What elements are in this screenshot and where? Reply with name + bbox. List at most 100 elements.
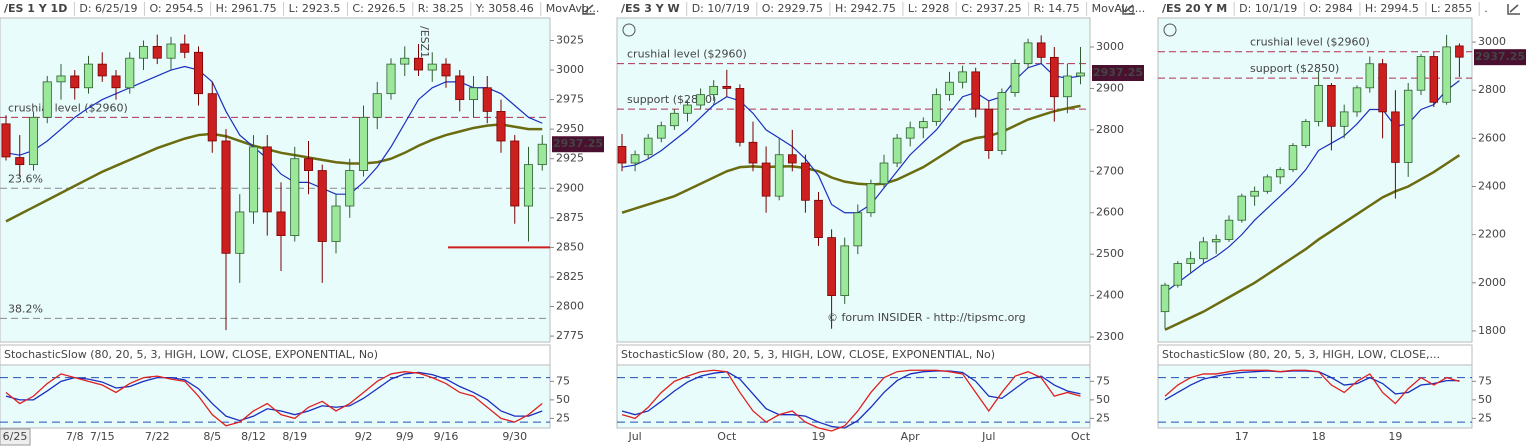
y-tick-label: 2000 [1478, 276, 1506, 289]
level-label: support ($2850) [1250, 62, 1339, 75]
x-tick-label: 8/12 [241, 430, 266, 443]
y-tick-label: 75 [1478, 374, 1492, 387]
candle-body [70, 75, 80, 89]
candle-body [1416, 56, 1426, 91]
candle-body [866, 183, 876, 214]
candle-body [670, 112, 679, 127]
x-tick-label: 7/8 [66, 430, 84, 443]
level-label: crushial level ($2960) [1250, 36, 1370, 49]
stochastic-line [5, 371, 543, 427]
candle-body [290, 158, 300, 236]
x-tick-label: Jul [981, 430, 995, 443]
candle-body [1429, 56, 1439, 103]
moving-average [1164, 154, 1461, 331]
y-tick-label: 2900 [1096, 81, 1124, 94]
candle-body [42, 81, 52, 118]
candle-body [331, 205, 341, 242]
candle-body [468, 87, 479, 100]
candle-body [317, 170, 327, 242]
header-field: L: 2855 [1431, 2, 1472, 15]
candle-body [892, 137, 902, 164]
candle-body [248, 146, 259, 213]
candle-body [997, 92, 1007, 151]
price-badge-label: 2937.25 [1475, 50, 1525, 63]
candle-body [15, 157, 25, 166]
y-tick-label: 2800 [1096, 123, 1124, 136]
expiry-label: /ESZ1 [418, 26, 431, 58]
header-field: O: 2929.75 [762, 2, 823, 15]
y-tick-label: 2800 [1478, 83, 1506, 96]
stochastic-line [621, 370, 1081, 429]
header-field: R: 38.25 [418, 2, 464, 15]
candle-body [787, 154, 797, 164]
candle-body [932, 94, 941, 122]
y-tick-label: 3025 [556, 33, 584, 46]
chart-title: /ES 1 Y 1D [4, 2, 67, 15]
x-tick-label: 8/19 [282, 430, 307, 443]
header-field: L: 2923.5 [289, 2, 341, 15]
candle-body [138, 45, 149, 59]
candle-body [262, 146, 272, 213]
candle-body [735, 88, 745, 143]
study-header [616, 344, 1091, 366]
header-field: L: 2928 [908, 2, 949, 15]
x-tick-label: 18 [1312, 430, 1326, 443]
y-tick-label: 3000 [1478, 35, 1506, 48]
candle-body [1378, 63, 1387, 113]
candle-body [1160, 284, 1170, 313]
candle-body [1250, 190, 1259, 197]
candle-body [455, 75, 465, 100]
y-tick-label: 25 [1096, 411, 1110, 424]
y-tick-label: 50 [556, 393, 570, 406]
header-field: D: 6/25/19 [79, 2, 137, 15]
x-tick-label: 19 [1388, 430, 1402, 443]
y-tick-label: 2600 [1478, 131, 1506, 144]
y-tick-label: 2600 [1096, 206, 1124, 219]
candle-body [1237, 195, 1247, 221]
plot-background [0, 17, 551, 343]
candle-body [643, 137, 653, 156]
candle-body [345, 170, 355, 207]
x-tick-label: 19 [812, 430, 826, 443]
header-field: H: 2961.75 [216, 2, 277, 15]
y-tick-label: 3000 [556, 63, 584, 76]
info-icon [622, 23, 636, 37]
header-field: D: 10/1/19 [1239, 2, 1297, 15]
candle-body [152, 45, 162, 59]
info-icon [1163, 23, 1177, 37]
candle-body [1403, 89, 1413, 163]
candle-body [400, 57, 410, 65]
header-field: . [1484, 2, 1488, 15]
candle-body [696, 94, 705, 106]
level-label: support ($2850) [627, 93, 716, 106]
y-tick-label: 2400 [1478, 179, 1506, 192]
x-tick-label: 9/16 [434, 430, 459, 443]
candle-body [303, 158, 314, 171]
candle-body [1063, 75, 1072, 98]
candle-body [1339, 111, 1349, 127]
candle-body [814, 199, 823, 238]
x-tick-label: 9/30 [502, 430, 527, 443]
candle-body [617, 146, 627, 164]
x-tick-label: 7/22 [145, 430, 170, 443]
candle-body [1023, 42, 1033, 64]
level-label: 23.6% [8, 172, 43, 185]
y-tick-label: 2925 [556, 152, 584, 165]
header-field: Y: 3058.46 [475, 2, 534, 15]
candle-body [1010, 63, 1020, 93]
y-tick-label: 2400 [1096, 289, 1124, 302]
candle-body [166, 43, 176, 59]
candle-body [441, 63, 451, 77]
candle-body [28, 116, 39, 166]
chart-title: /ES 20 Y M [1162, 2, 1227, 15]
candle-body [1186, 258, 1195, 264]
candle-body [413, 57, 424, 71]
candle-body [193, 51, 204, 95]
candle-body [761, 162, 771, 197]
candle-body [748, 141, 758, 164]
price-badge [1092, 65, 1144, 82]
y-tick-label: 2775 [556, 329, 584, 342]
y-tick-label: 2850 [556, 240, 584, 253]
candle-body [1314, 84, 1323, 122]
